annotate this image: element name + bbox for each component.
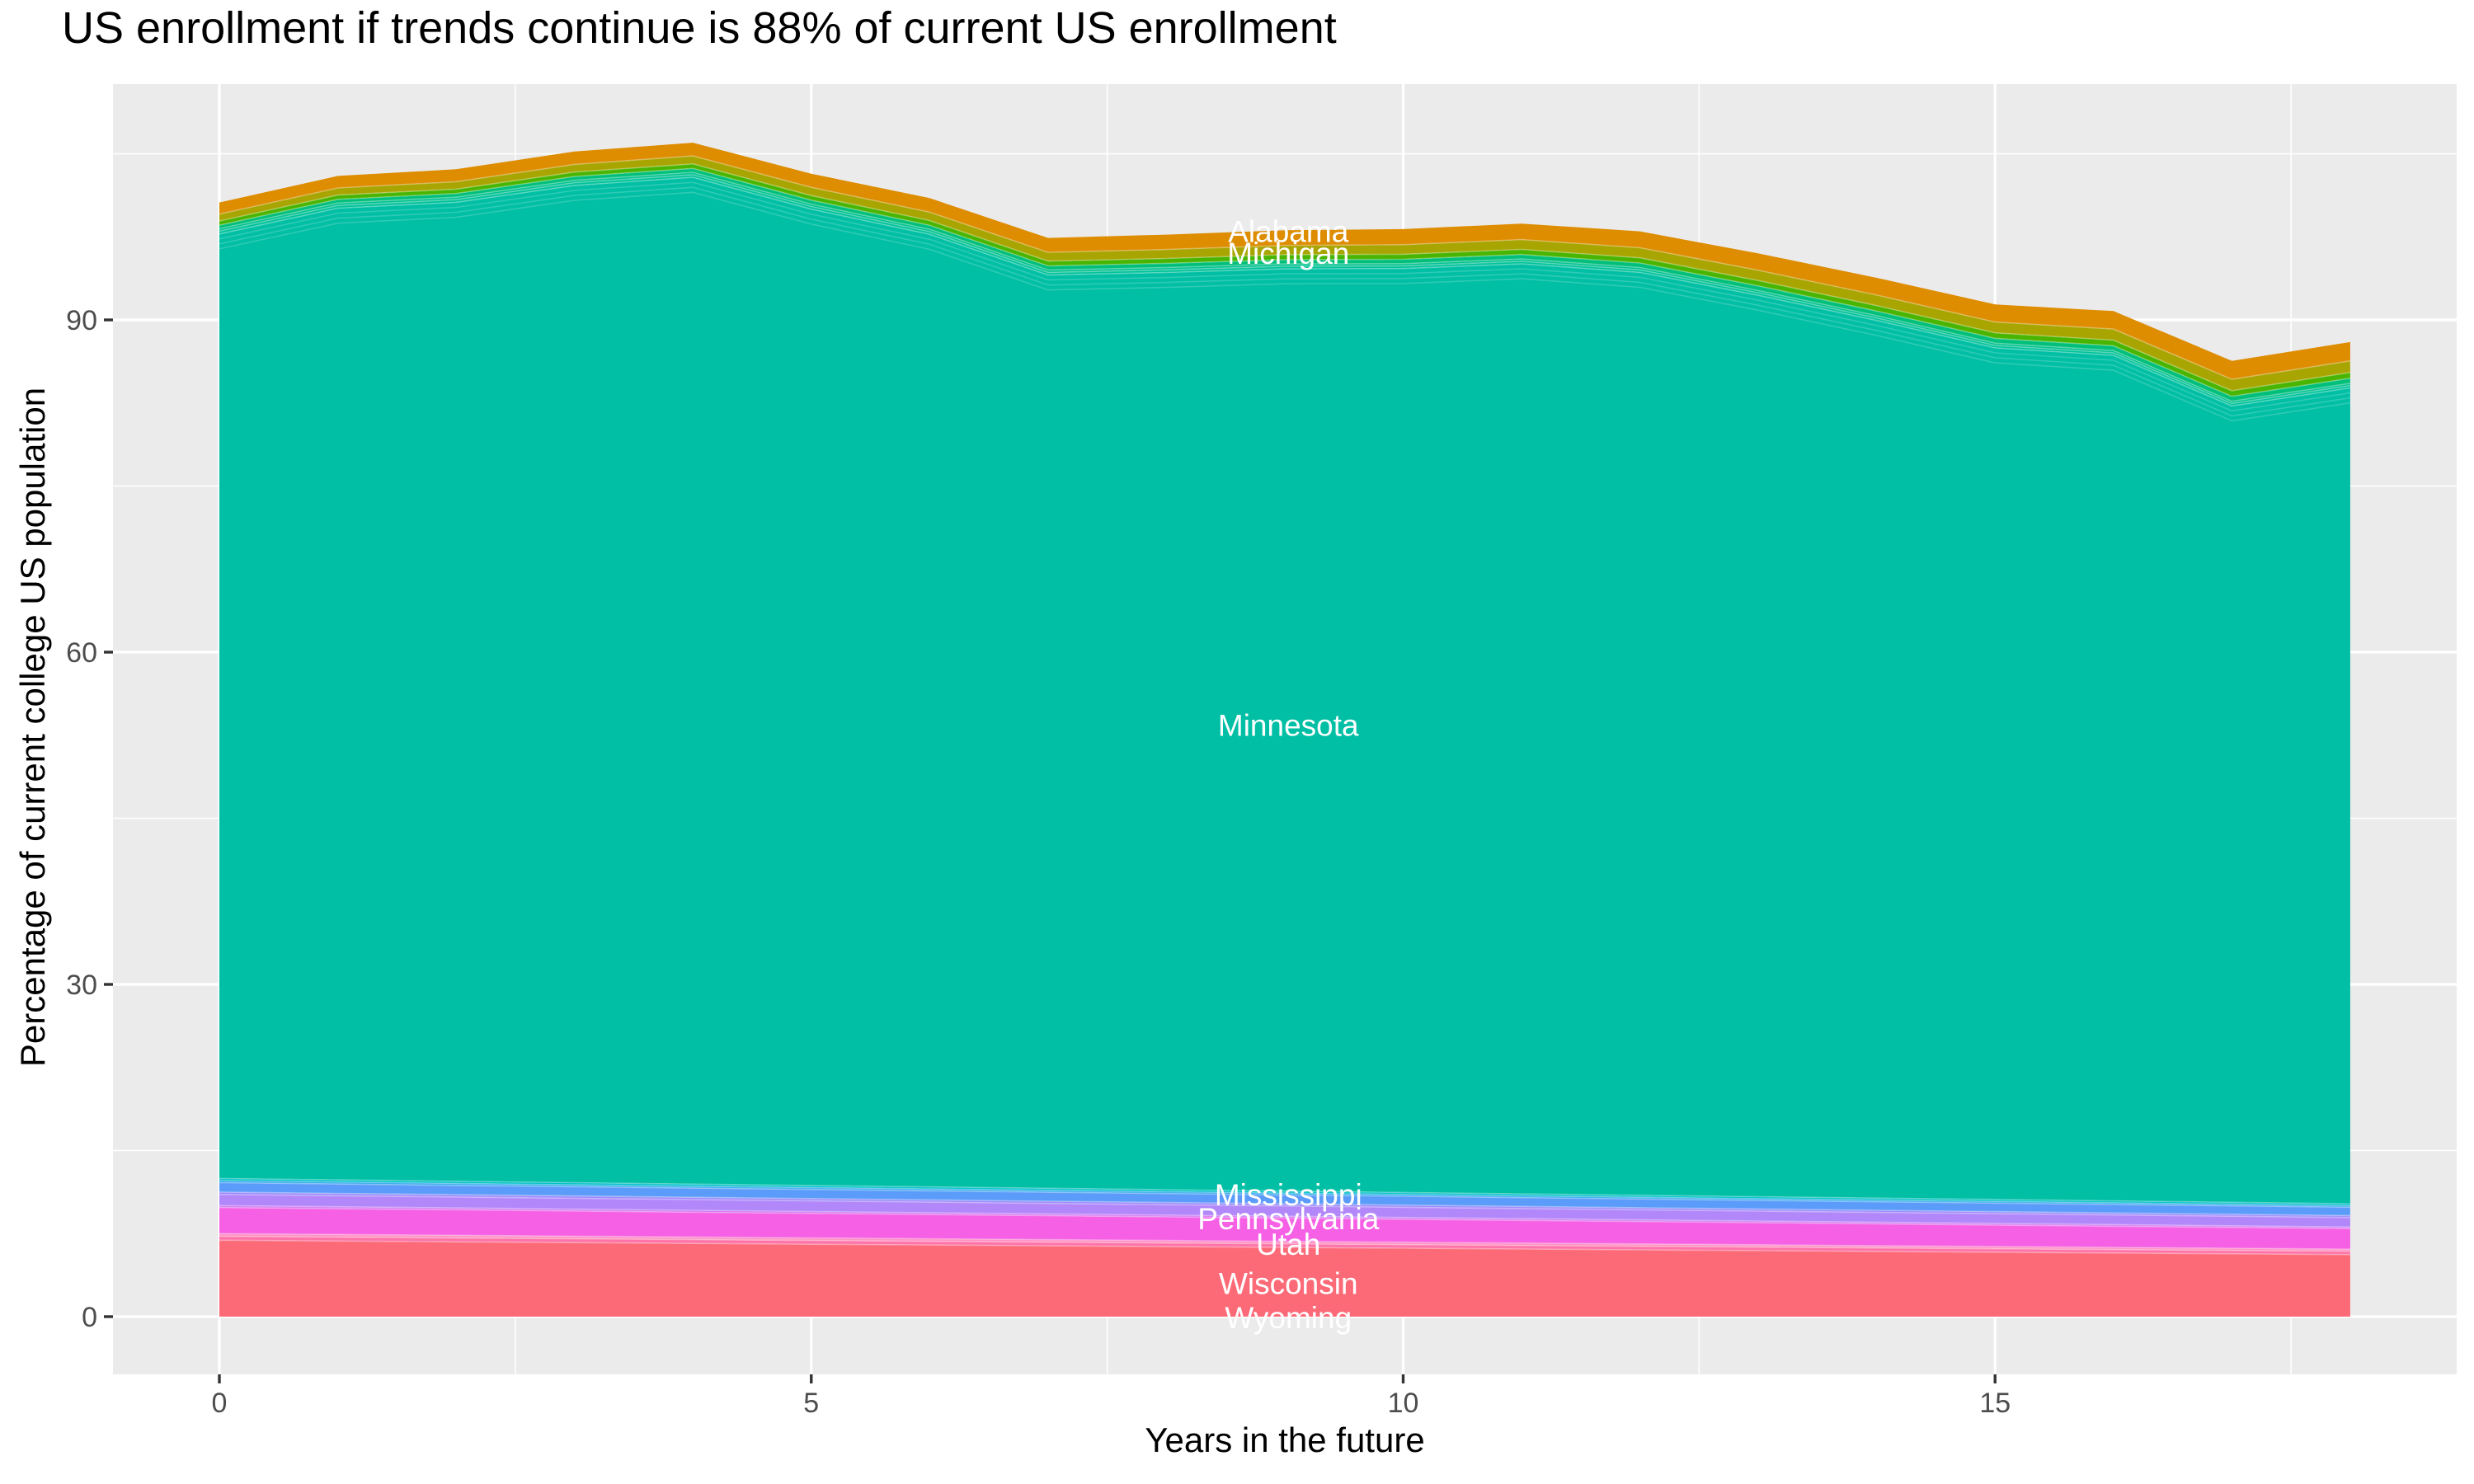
area-band-pennsylvania [219,1194,2350,1228]
area-label-wisconsin: Wisconsin [1219,1267,1358,1301]
band-separator [219,1180,2350,1207]
area-band-mississippi [219,1182,2350,1216]
area-label-utah: Utah [1256,1228,1320,1261]
x-tick-label: 5 [803,1388,819,1419]
area-band-utah [219,1207,2350,1250]
area-band-minnesota [219,177,2350,1205]
chart-title: US enrollment if trends continue is 88% … [62,3,1337,53]
band-separator [219,1194,2350,1219]
band-separator [219,176,2351,407]
band-separator [219,1181,2350,1209]
area-label-alabama: Alabama [1228,215,1348,249]
area-label-pennsylvania: Pennsylvania [1197,1202,1380,1236]
teal-hairline [219,191,2351,422]
area-band-thin-blue-1 [219,1181,2350,1208]
teal-hairline [219,186,2351,417]
area-band-thin-pink-2 [219,1233,2350,1252]
band-separator [219,174,2351,405]
area-band-thin-cyan-1 [219,1178,2350,1206]
band-separator [219,1205,2350,1228]
x-axis-title: Years in the future [1145,1421,1425,1459]
band-separator [219,167,2351,397]
area-label-michigan: Michigan [1227,237,1349,270]
band-separator [219,171,2351,402]
x-tick-label: 0 [212,1388,228,1419]
band-separator [219,1177,2350,1205]
band-separator [219,1239,2350,1256]
band-separator [219,1235,2350,1252]
area-band-thin-pink-1 [219,1236,2350,1255]
y-tick-label: 30 [66,970,97,1001]
band-separator [219,1191,2350,1217]
area-band-thin-violet-1 [219,1205,2350,1229]
y-tick-label: 90 [66,305,97,336]
area-label-wyoming: Wyoming [1225,1301,1352,1335]
band-separator [219,1233,2350,1250]
area-band-thin-violet-2 [219,1191,2350,1218]
band-separator [219,162,2351,392]
y-tick-label: 0 [82,1302,97,1333]
area-band-wisconsin-wyoming [219,1240,2350,1317]
band-separator [219,1206,2350,1229]
band-separator [219,155,2351,380]
x-tick-label: 10 [1388,1388,1419,1419]
area-label-mississippi: Mississippi [1215,1178,1362,1212]
y-tick-label: 60 [66,637,97,669]
area-label-minnesota: Minnesota [1218,709,1359,743]
x-tick-label: 15 [1979,1388,2011,1419]
teal-hairline [219,181,2351,412]
